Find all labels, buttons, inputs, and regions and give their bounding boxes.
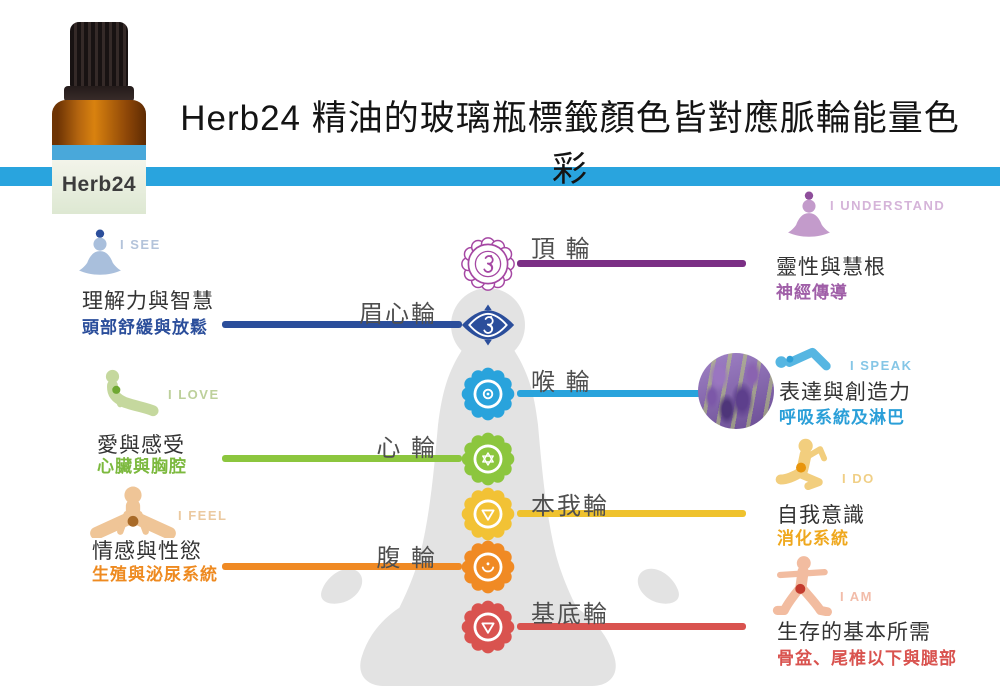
i-understand-pose-icon: [781, 188, 837, 250]
i-see-pose-icon: [72, 226, 128, 288]
root-chakra-icon: [460, 599, 516, 655]
connector-line-solar: [517, 510, 746, 517]
crown-benefit-subtitle: 神經傳導: [776, 283, 848, 302]
i-am-pose-icon: [766, 552, 836, 616]
third-eye-benefit-title: 理解力與智慧: [82, 290, 214, 313]
solar-benefit-subtitle: 消化系統: [777, 529, 849, 548]
bottle-brand-text: Herb24: [61, 173, 137, 196]
throat-benefit-subtitle: 呼吸系統及淋巴: [779, 408, 905, 427]
connector-line-sacral: [222, 563, 462, 570]
essential-oil-bottle: Herb24: [44, 20, 154, 214]
bottle-label-body: [52, 160, 146, 214]
connector-line-heart: [222, 455, 462, 462]
i-feel-pose-icon: [88, 484, 178, 538]
i-do-pose-icon: [774, 436, 832, 494]
bottle-cap: [70, 22, 128, 88]
crown-chakra-icon: [460, 236, 516, 292]
connector-line-crown: [517, 260, 746, 267]
i-see-statement: I SEE: [120, 237, 161, 252]
root-benefit-title: 生存的基本所需: [777, 621, 931, 644]
chakra-label-throat: 喉 輪: [531, 369, 592, 396]
chakra-label-crown: 頂 輪: [531, 236, 592, 263]
third-eye-benefit-subtitle: 頭部舒緩與放鬆: [82, 318, 208, 337]
connector-line-throat: [517, 390, 717, 397]
i-understand-statement: I UNDERSTAND: [830, 198, 946, 213]
chakra-label-heart: 心 輪: [376, 435, 437, 462]
chakra-label-root: 基底輪: [531, 601, 609, 628]
i-am-statement: I AM: [840, 589, 873, 604]
chakra-label-sacral: 腹 輪: [376, 545, 437, 572]
i-speak-statement: I SPEAK: [850, 358, 913, 373]
i-speak-pose-icon: [772, 342, 846, 374]
sacral-benefit-title: 情感與性慾: [92, 540, 202, 563]
throat-chakra-icon: [460, 366, 516, 422]
bottle-label: Herb24: [52, 145, 146, 214]
solar-plexus-chakra-icon: [460, 486, 516, 542]
chakra-label-third-eye: 眉心輪: [359, 301, 437, 328]
heart-benefit-title: 愛與感受: [97, 434, 185, 457]
throat-benefit-title: 表達與創造力: [779, 381, 911, 404]
sacral-chakra-icon: [460, 539, 516, 595]
sacral-benefit-subtitle: 生殖與泌尿系統: [92, 565, 218, 584]
heart-benefit-subtitle: 心臟與胸腔: [97, 457, 187, 476]
root-benefit-subtitle: 骨盆、尾椎以下與腿部: [777, 649, 957, 668]
connector-line-third-eye: [222, 321, 462, 328]
connector-line-root: [517, 623, 746, 630]
solar-benefit-title: 自我意識: [777, 504, 865, 527]
i-feel-statement: I FEEL: [178, 508, 228, 523]
bottle-label-stripe: [52, 145, 146, 160]
lavender-photo: [698, 353, 774, 429]
bottle-cap-ring: [64, 86, 134, 102]
third-eye-chakra-icon: [460, 297, 516, 353]
heart-chakra-icon: [460, 431, 516, 487]
i-do-statement: I DO: [842, 471, 875, 486]
crown-benefit-title: 靈性與慧根: [776, 256, 886, 279]
accent-bar: [0, 167, 1000, 186]
i-love-pose-icon: [96, 366, 162, 420]
chakra-label-solar: 本我輪: [531, 493, 609, 520]
page-title: Herb24 精油的玻璃瓶標籤顏色皆對應脈輪能量色彩: [180, 99, 960, 189]
i-love-statement: I LOVE: [168, 387, 220, 402]
